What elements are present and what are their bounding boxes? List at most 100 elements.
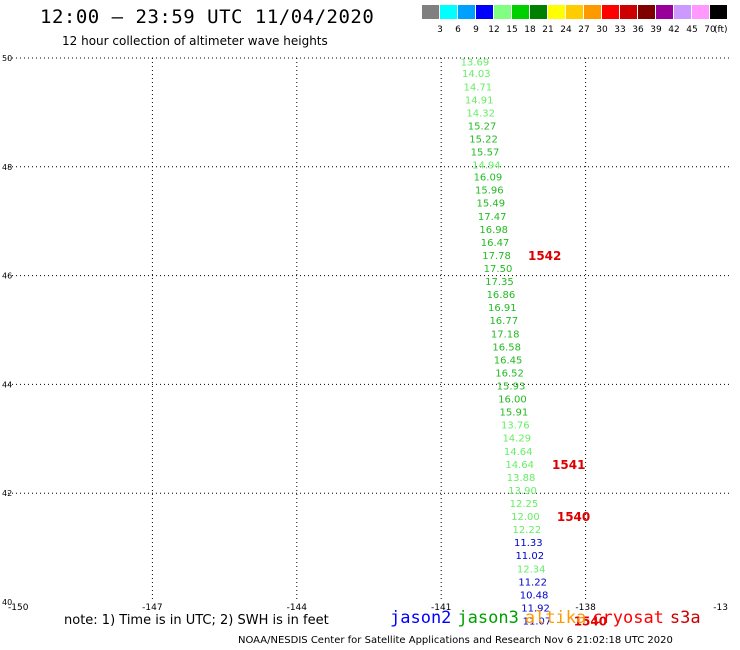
wave-height-label: 16.77: [489, 316, 518, 327]
color-scale-label: 24: [560, 25, 572, 35]
wave-height-label: 14.32: [466, 108, 495, 119]
y-tick-label: 40: [2, 598, 12, 607]
pass-time-annotation: 1540: [557, 510, 590, 524]
y-tick-label: 50: [2, 54, 12, 63]
wave-height-label: 17.18: [491, 329, 520, 340]
wave-height-label: 17.78: [482, 251, 511, 262]
footer-note: note: 1) Time is in UTC; 2) SWH is in fe…: [64, 613, 329, 628]
x-tick-label: -141: [431, 603, 451, 613]
wave-height-label: 15.91: [500, 408, 529, 419]
y-tick-label: 44: [2, 380, 12, 389]
wave-height-label: 15.57: [471, 148, 500, 159]
wave-height-label: 17.47: [478, 212, 507, 223]
wave-height-label: 16.45: [494, 355, 523, 366]
wave-height-label: 13.88: [507, 473, 536, 484]
satellite-legend: jason2 jason3 altika cryosat s3a: [390, 608, 707, 628]
color-swatch: [422, 5, 439, 19]
wave-height-label: 13.90: [508, 486, 537, 497]
legend-item-cryosat: cryosat: [592, 608, 664, 628]
color-scale-label: 45: [686, 25, 698, 35]
wave-height-label: 12.00: [511, 512, 540, 523]
color-swatch: [584, 5, 601, 19]
color-scale-label: 21: [542, 25, 554, 35]
pass-time-annotation: 1542: [528, 249, 561, 263]
wave-height-label: 12.34: [517, 564, 546, 575]
color-swatch: [512, 5, 529, 19]
color-scale-label: 27: [578, 25, 590, 35]
wave-height-label: 14.29: [502, 434, 531, 445]
color-swatch: [620, 5, 637, 19]
legend-item-s3a: s3a: [669, 608, 701, 628]
wave-height-label: 11.33: [514, 538, 543, 549]
color-swatch: [692, 5, 709, 19]
color-scale-label: 30: [596, 25, 608, 35]
wave-height-label: 11.92: [521, 603, 550, 614]
color-swatch: [602, 5, 619, 19]
color-scale-label: 18: [524, 25, 536, 35]
wave-height-label: 13.69: [461, 57, 490, 68]
color-scale-label: 9: [473, 25, 479, 35]
color-scale-label: 3: [437, 25, 443, 35]
wave-height-label: 11.22: [518, 577, 547, 588]
chart-grid: [8, 57, 730, 602]
legend-item-jason2: jason2: [390, 608, 452, 628]
y-tick-label: 46: [2, 272, 12, 281]
wave-height-label: 15.96: [475, 186, 504, 197]
color-scale-label: 6: [455, 25, 461, 35]
color-swatch: [674, 5, 691, 19]
color-swatch: [566, 5, 583, 19]
x-tick-label: -144: [287, 603, 308, 613]
wave-height-label: 15.49: [476, 199, 505, 210]
color-scale-label: 12: [488, 25, 500, 35]
page-title: 12:00 – 23:59 UTC 11/04/2020: [40, 6, 375, 28]
page-subtitle: 12 hour collection of altimeter wave hei…: [62, 34, 328, 48]
wave-height-label: 14.91: [465, 95, 494, 106]
wave-height-label: 12.22: [513, 525, 542, 536]
axis-tick-labels: -150 -147 -144 -141 -138 -13 40 42 44 46 48 50: [2, 54, 728, 613]
wave-height-label: 17.35: [485, 277, 514, 288]
wave-height-label: 16.58: [492, 342, 521, 353]
color-swatch: [494, 5, 511, 19]
annotation-layer: 1542 1541 1540 1540: [528, 249, 607, 629]
wave-height-label: 16.09: [474, 173, 503, 184]
x-tick-label: -150: [8, 603, 29, 613]
color-swatch: [458, 5, 475, 19]
pass-time-annotation: 1540: [574, 614, 607, 628]
wave-height-label: 16.98: [479, 225, 508, 236]
wave-height-label: 13.76: [501, 421, 530, 432]
wave-height-label: 11.02: [515, 551, 544, 562]
x-tick-label: -138: [575, 603, 596, 613]
wave-height-label: 17.50: [484, 264, 513, 275]
wave-height-label: 14.03: [462, 69, 491, 80]
x-tick-label: -13: [713, 603, 728, 613]
wave-height-label: 14.71: [463, 82, 492, 93]
wave-height-label: 11.07: [523, 616, 552, 627]
wave-height-label: 15.27: [468, 121, 497, 132]
legend-item-altika: altika: [524, 608, 587, 628]
legend-item-jason3: jason3: [457, 608, 519, 628]
color-swatch: [638, 5, 655, 19]
color-scale-label: 15: [506, 25, 518, 35]
wave-height-label: 15.93: [497, 381, 526, 392]
color-scale-label: 36: [632, 25, 644, 35]
color-scale-label: 39: [650, 25, 662, 35]
pass-time-annotation: 1541: [552, 458, 585, 472]
wave-height-label: 15.22: [469, 135, 498, 146]
color-swatch: [440, 5, 457, 19]
color-scale-label: 70: [704, 25, 716, 35]
footer-credit: NOAA/NESDIS Center for Satellite Applica…: [238, 635, 673, 646]
y-tick-label: 42: [2, 489, 12, 498]
wave-height-label: 14.64: [505, 460, 534, 471]
x-tick-label: -147: [142, 603, 162, 613]
color-swatch: [476, 5, 493, 19]
y-tick-label: 48: [2, 163, 12, 172]
color-swatch: [548, 5, 565, 19]
wave-height-label: 16.52: [495, 368, 524, 379]
color-scale-label: 42: [668, 25, 680, 35]
color-swatch: [710, 5, 727, 19]
color-swatch: [656, 5, 673, 19]
wave-height-label: 16.86: [487, 290, 516, 301]
wave-height-label: 14.64: [504, 447, 533, 458]
color-scale-label: 33: [614, 25, 626, 35]
